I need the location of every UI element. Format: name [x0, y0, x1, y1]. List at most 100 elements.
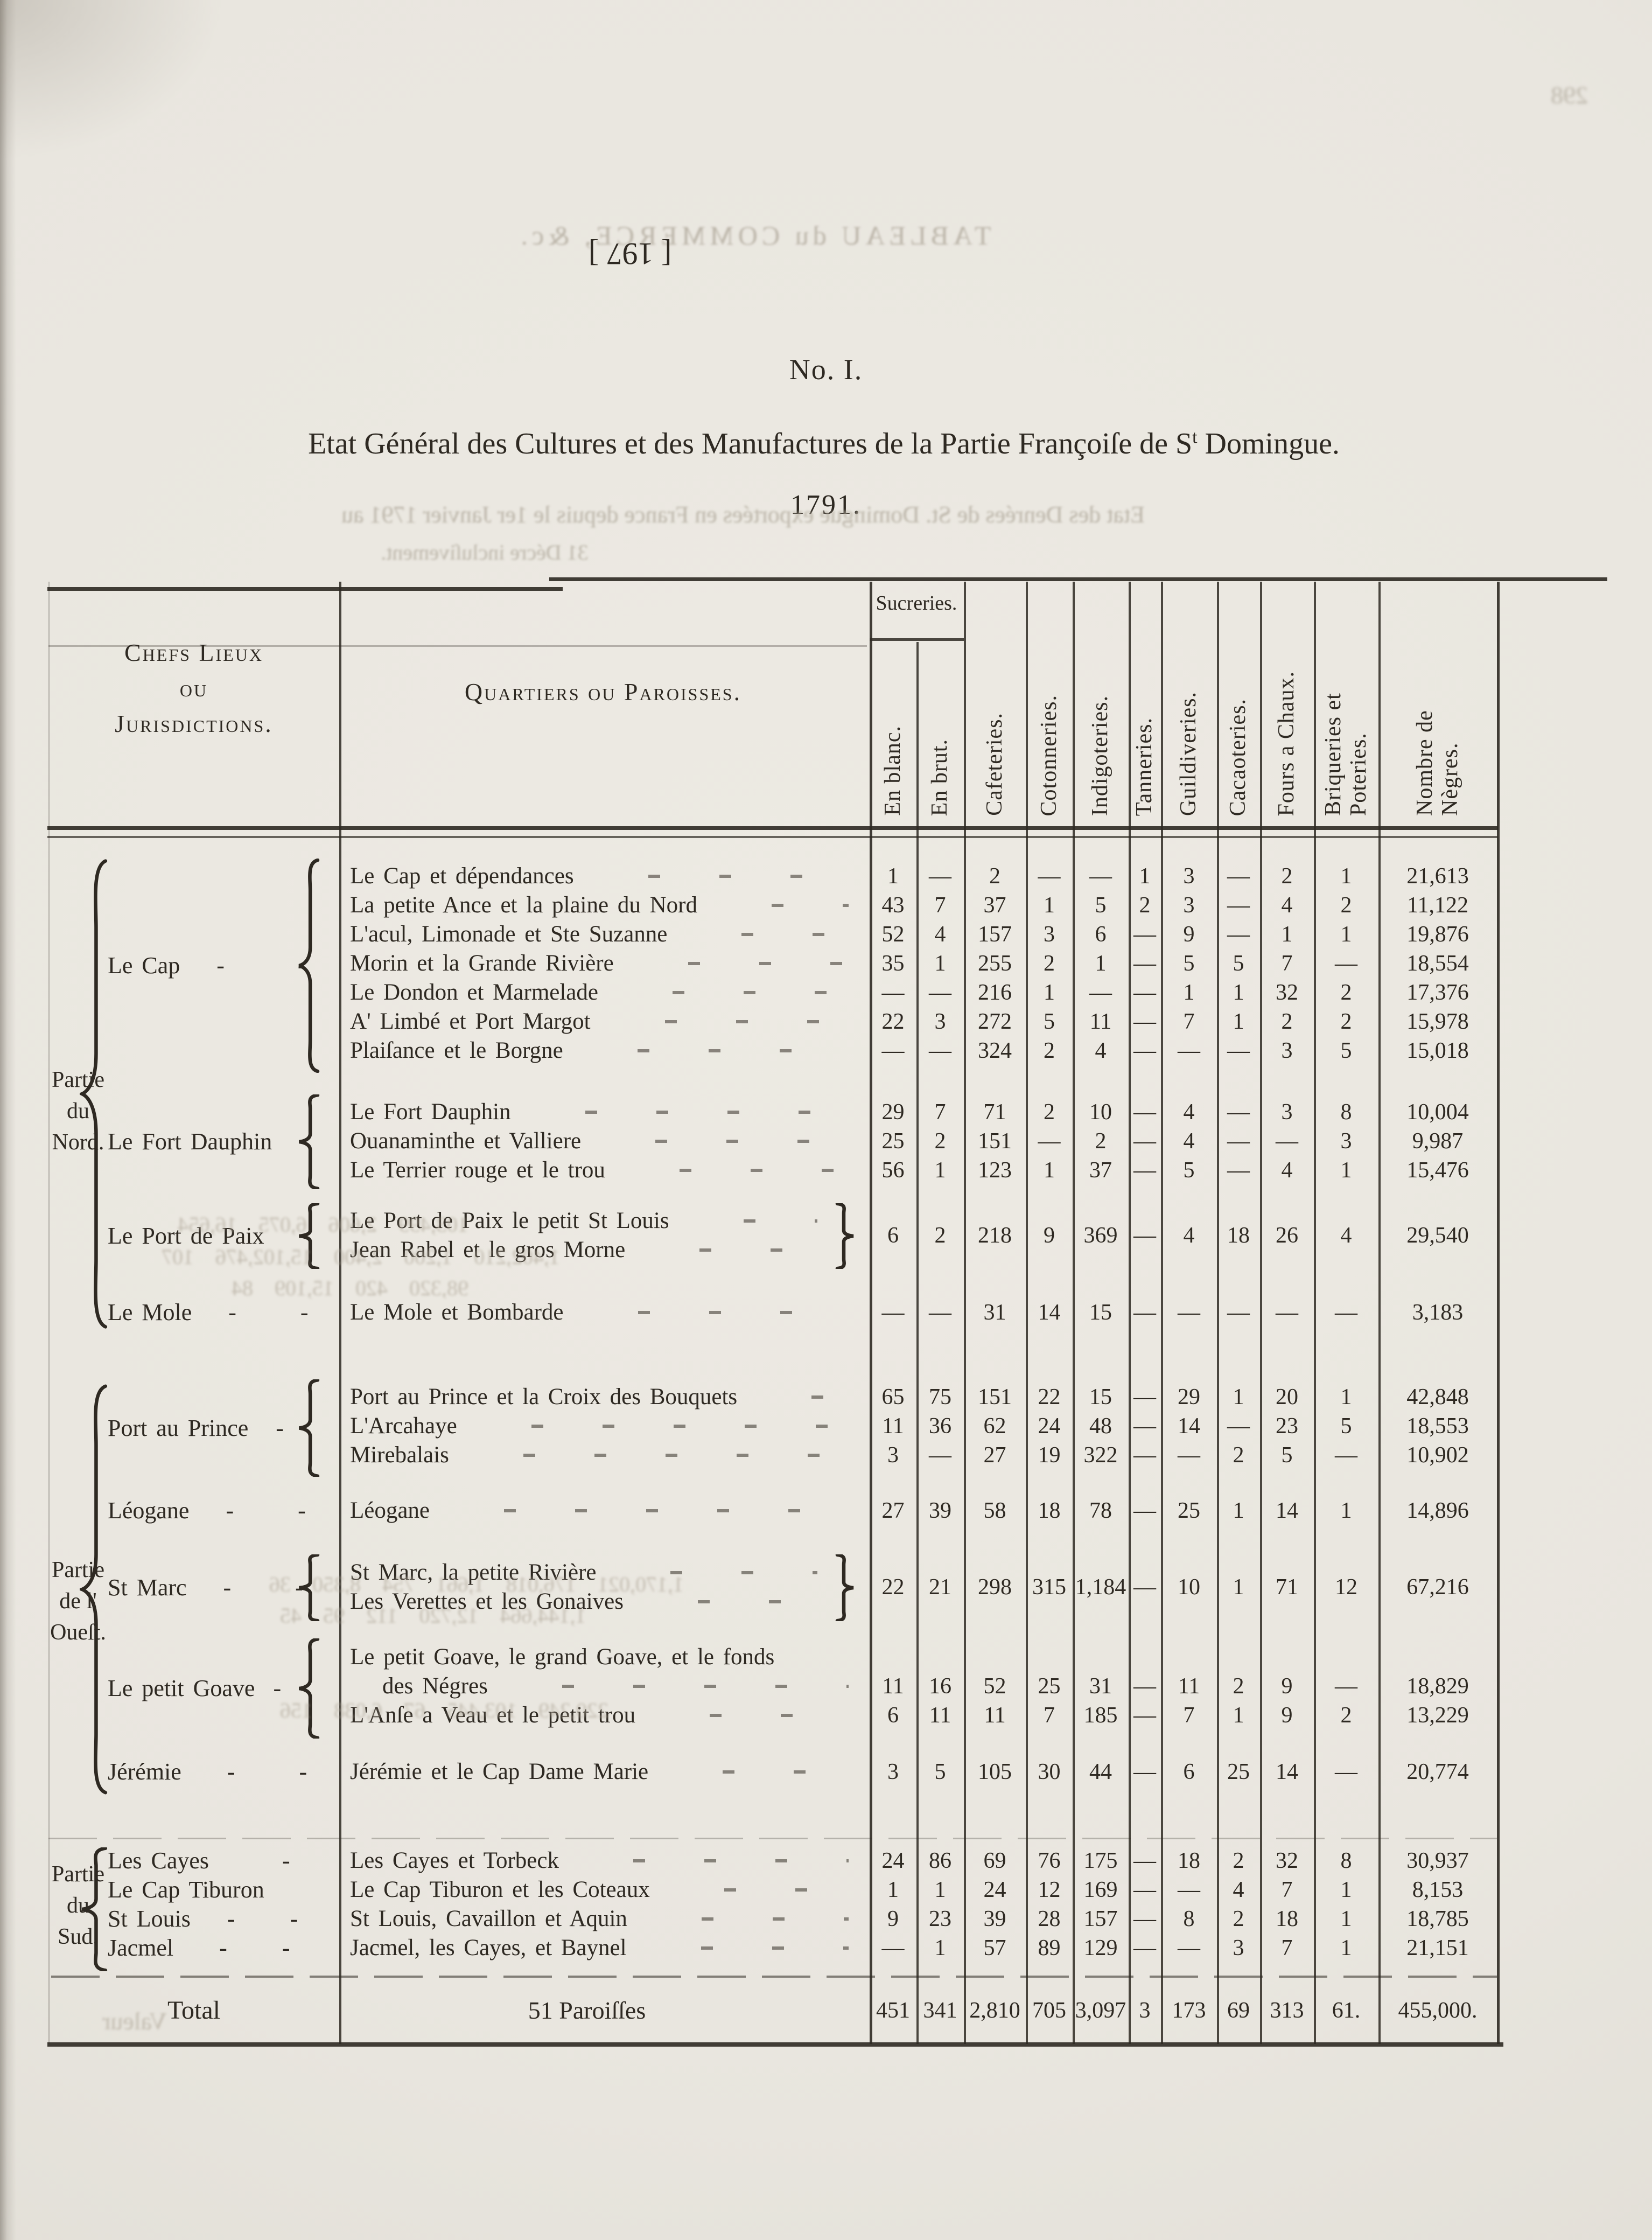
total-value-8: 313: [1270, 1998, 1304, 2023]
quartier-label: La petite Ance et la plaine du Nord: [350, 892, 697, 918]
quartier-label: Les Cayes et Torbeck: [350, 1848, 559, 1873]
row-value-3: 2: [1044, 1038, 1055, 1063]
quartier-label: Le Port de Paix le petit St Louis: [350, 1208, 669, 1233]
row-value-8: 32: [1276, 1848, 1298, 1873]
merged-row-value-3: 9: [1044, 1223, 1055, 1248]
column-header-chefs-line: ou: [179, 674, 208, 702]
row-value-5: —: [1133, 1158, 1156, 1183]
row-value-2: 27: [983, 1443, 1006, 1468]
bleedthrough-fragment: Valeur: [102, 2007, 167, 2035]
row-value-4: 11: [1089, 1009, 1112, 1034]
row-value-4: 185: [1083, 1703, 1118, 1728]
row-value-6: 4: [1183, 1100, 1195, 1125]
quartier-row: St Louis, Cavaillon et Aquin: [350, 1904, 860, 1934]
row-value-10: 9,987: [1412, 1129, 1464, 1154]
row-value-7: 25: [1227, 1760, 1250, 1784]
col-header-7: Cacaoteries.: [1217, 597, 1260, 816]
row-value-9: 1: [1340, 1907, 1352, 1931]
quartier-label: St Marc, la petite Rivière: [350, 1560, 597, 1585]
total-value-5: 3: [1139, 1998, 1151, 2023]
row-value-8: —: [1276, 1129, 1298, 1154]
quartier-label: Le petit Goave, le grand Goave, et le fo…: [350, 1644, 775, 1670]
row-value-3: 1: [1044, 1158, 1055, 1183]
quartier-row: Morin et la Grande Rivière: [350, 949, 860, 978]
row-value-8: 14: [1276, 1760, 1298, 1784]
title-text: Etat Général des Cultures et des Manufac…: [308, 427, 1193, 460]
row-value-1: —: [929, 980, 951, 1005]
row-value-9: 2: [1340, 893, 1352, 918]
row-value-9: 1: [1340, 1498, 1352, 1523]
row-value-5: —: [1133, 1848, 1156, 1873]
chef-lieu-label: Jérémie - -: [108, 1758, 307, 1785]
merged-row-value-6: 4: [1183, 1223, 1195, 1248]
merged-row-value-0: 22: [881, 1575, 905, 1600]
row-value-4: 169: [1083, 1878, 1118, 1902]
col-header-6: Guildiveries.: [1161, 597, 1217, 816]
quartier-row: L'Arcahaye: [350, 1412, 860, 1441]
row-value-10: 19,876: [1406, 922, 1469, 947]
merged-row-value-7: 1: [1233, 1575, 1244, 1600]
row-value-6: —: [1178, 1038, 1200, 1063]
row-value-5: 2: [1139, 893, 1151, 918]
row-value-10: 10,004: [1406, 1100, 1469, 1125]
row-value-1: 86: [929, 1848, 951, 1873]
row-value-6: 29: [1178, 1385, 1200, 1409]
dash-leader: [682, 933, 849, 936]
merged-row-value-10: 29,540: [1406, 1223, 1469, 1248]
merged-row-value-2: 298: [978, 1575, 1012, 1600]
row-value-3: 12: [1038, 1878, 1061, 1902]
merged-row-value-1: 2: [934, 1223, 946, 1248]
quartier-label: Mirebalais: [350, 1442, 449, 1468]
chef-lieu-label: Le Mole - -: [108, 1299, 309, 1325]
row-value-1: 7: [934, 1100, 946, 1125]
row-value-9: 5: [1340, 1414, 1352, 1439]
col-header-label: Cafeteries.: [982, 713, 1007, 816]
row-value-2: 105: [978, 1760, 1012, 1784]
row-value-3: 3: [1044, 922, 1055, 947]
row-value-9: 2: [1340, 980, 1352, 1005]
quartier-row: Mirebalais: [350, 1441, 860, 1470]
row-value-9: —: [1335, 1760, 1357, 1784]
region-label-line: Oueſt.: [50, 1620, 106, 1645]
row-value-1: 23: [929, 1907, 951, 1931]
row-value-5: —: [1133, 922, 1156, 947]
row-value-8: 32: [1276, 980, 1298, 1005]
table-column-rule: [339, 582, 341, 2044]
row-value-3: 14: [1038, 1300, 1061, 1325]
row-value-6: 6: [1183, 1760, 1195, 1784]
row-value-5: —: [1133, 1878, 1156, 1902]
quartier-label: Ouanaminthe et Valliere: [350, 1128, 582, 1154]
merged-row-value-5: —: [1133, 1575, 1156, 1600]
row-value-9: 3: [1340, 1129, 1352, 1154]
row-value-0: —: [881, 980, 905, 1005]
document-title: Etat Général des Cultures et des Manufac…: [65, 427, 1583, 461]
col-header-label: Briqueries et Poteries.: [1320, 693, 1371, 816]
merged-row-value-9: 4: [1340, 1223, 1352, 1248]
row-value-3: 25: [1038, 1674, 1061, 1699]
table-column-rule: [48, 582, 50, 2044]
row-value-1: 11: [929, 1703, 951, 1728]
row-value-8: 7: [1281, 951, 1293, 976]
dash-leader: [639, 1600, 817, 1603]
row-value-1: 1: [934, 951, 946, 976]
dash-leader: [663, 1770, 849, 1774]
quartier-row: Le Fort Dauphin: [350, 1098, 860, 1127]
row-value-1: 75: [929, 1385, 951, 1409]
dash-leader: [642, 1917, 849, 1921]
dash-leader: [578, 1049, 849, 1052]
corner-shadow: [0, 0, 226, 162]
row-value-6: 8: [1183, 1907, 1195, 1931]
row-value-5: 1: [1139, 864, 1151, 889]
row-value-1: 3: [934, 1009, 946, 1034]
row-value-10: 15,978: [1406, 1009, 1469, 1034]
row-value-7: 1: [1233, 1385, 1244, 1409]
region-brace: [80, 1847, 111, 1971]
row-value-9: 8: [1340, 1848, 1352, 1873]
bleedthrough-fragment: 1,170,021 176,018 1,661 754 8,350 36: [269, 1572, 684, 1596]
quartier-row: Léogane: [350, 1496, 860, 1525]
row-value-0: 1: [887, 864, 899, 889]
row-value-1: 1: [934, 1878, 946, 1902]
column-header-chefs-line: Chefs Lieux: [124, 639, 263, 666]
row-value-2: 255: [978, 951, 1012, 976]
